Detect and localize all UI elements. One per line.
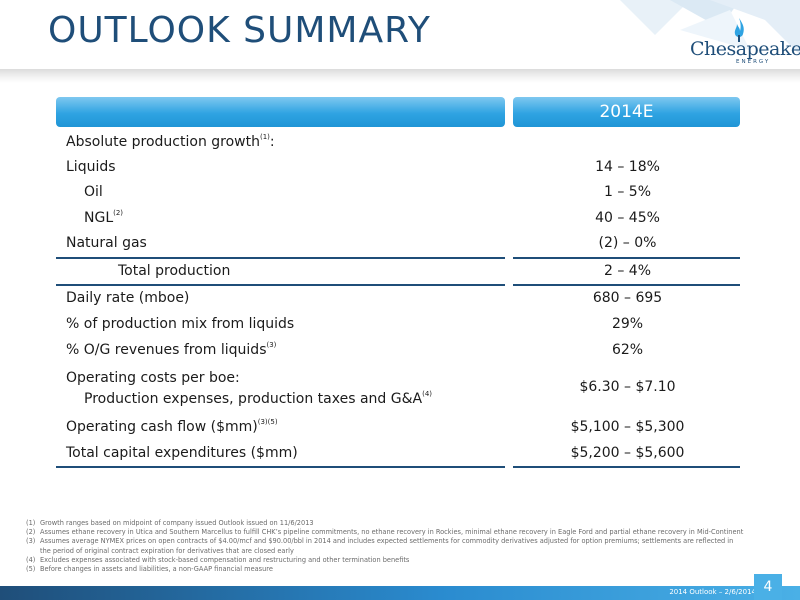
table-rule-left: [56, 257, 505, 259]
row-value-natural-gas: (2) – 0%: [598, 235, 657, 251]
row-label-og-revenues: % O/G revenues from liquids(3): [66, 341, 277, 359]
row-label-capex: Total capital expenditures ($mm): [66, 445, 298, 461]
title-divider: [0, 69, 800, 83]
row-value-operating-costs: $6.30 – $7.10: [579, 379, 676, 395]
footnote: (4) Excludes expenses associated with sto…: [26, 555, 410, 564]
row-label-production-expenses: Production expenses, production taxes an…: [84, 390, 433, 408]
row-value-operating-cash-flow: $5,100 – $5,300: [570, 419, 685, 435]
row-value-capex: $5,200 – $5,600: [570, 445, 685, 461]
flame-icon: [734, 18, 744, 42]
logo-subtitle: ENERGY: [736, 59, 771, 65]
footnote: (1) Growth ranges based on midpoint of co…: [26, 519, 314, 527]
row-label-daily-rate: Daily rate (mboe): [66, 290, 190, 306]
footer-bar: [0, 586, 800, 600]
row-label-liquids: Liquids: [66, 159, 116, 175]
row-value-liquids: 14 – 18%: [595, 159, 660, 175]
page-title: OUTLOOK SUMMARY: [48, 10, 431, 51]
table-rule-left: [56, 466, 505, 468]
row-value-ngl: 40 – 45%: [595, 210, 660, 226]
row-value-liquids-mix: 29%: [611, 316, 644, 332]
row-value-total-production: 2 – 4%: [603, 263, 652, 279]
footnote: (2) Assumes ethane recovery in Utica and …: [26, 528, 744, 537]
row-label-ngl: NGL(2): [84, 209, 124, 227]
footnote: (3) Assumes average NYMEX prices on open …: [26, 537, 734, 555]
row-value-daily-rate: 680 – 695: [592, 290, 663, 306]
table-rule-right: [513, 466, 740, 468]
table-rule-right: [513, 257, 740, 259]
footnotes: (1) Growth ranges based on midpoint of co…: [26, 519, 746, 574]
table-header-label-cell: [56, 97, 505, 127]
table-rule-left: [56, 284, 505, 286]
decorative-shapes: [620, 0, 800, 55]
row-label-total-production: Total production: [118, 263, 231, 279]
row-label-operating-costs: Operating costs per boe:: [66, 370, 240, 386]
logo-wordmark: Chesapeake: [690, 38, 800, 60]
row-label-absolute-production-growth: Absolute production growth(1):: [66, 133, 275, 151]
footnote: (5) Before changes in assets and liabilit…: [26, 565, 273, 574]
row-value-oil: 1 – 5%: [603, 184, 652, 200]
row-label-operating-cash-flow: Operating cash flow ($mm)(3)(5): [66, 418, 278, 436]
table-header-2014e: 2014E: [513, 97, 740, 127]
row-label-natural-gas: Natural gas: [66, 235, 147, 251]
page-number: 4: [754, 574, 782, 600]
row-value-og-revenues: 62%: [611, 342, 644, 358]
row-label-liquids-mix: % of production mix from liquids: [66, 316, 295, 332]
row-label-oil: Oil: [84, 184, 103, 200]
company-logo: Chesapeake ENERGY: [690, 18, 800, 68]
table-rule-right: [513, 284, 740, 286]
footer-text: 2014 Outlook – 2/6/2014: [669, 588, 756, 596]
